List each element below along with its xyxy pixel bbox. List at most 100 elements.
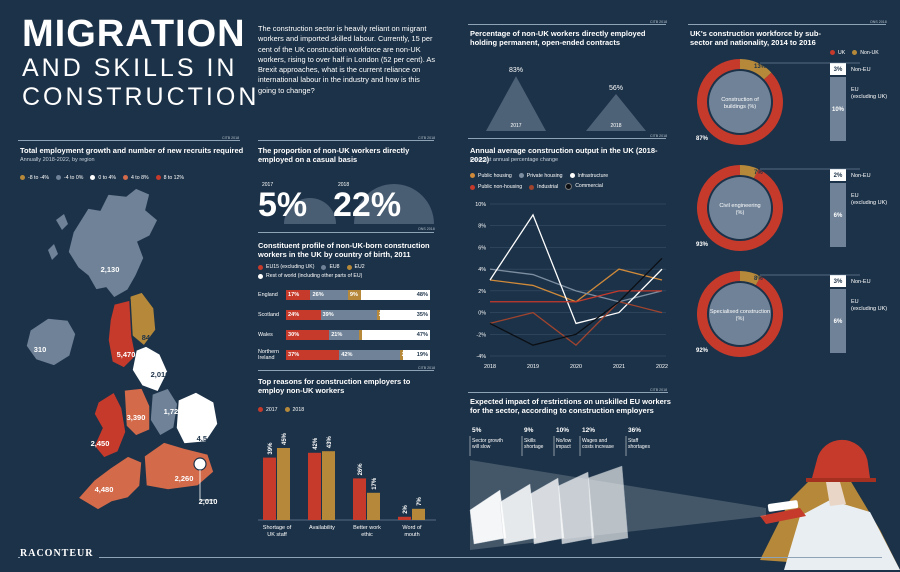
noneu-value: 3%: [834, 67, 843, 73]
map-legend-item: 4 to 8%: [122, 175, 149, 181]
reasons-label-2017: 42%: [313, 437, 319, 450]
reasons-bar-2018: [412, 508, 425, 520]
noneu-box: [830, 275, 846, 287]
region-south-east: [143, 441, 215, 491]
reasons-bar-2018: [367, 492, 380, 520]
map-region-value: 2,010: [151, 370, 170, 379]
output-xtick: 2022: [656, 364, 668, 370]
output-ytick: 2%: [478, 289, 486, 295]
impact-label: Sector growth: [472, 438, 503, 444]
donut-nonuk-slice: [740, 271, 761, 286]
reasons-category-label: Availability: [309, 525, 335, 531]
eu-label-sub: (excluding UK): [851, 306, 887, 312]
reasons-bar-2018: [277, 448, 290, 520]
reasons-source: CITB 2018: [418, 366, 436, 370]
impact-pct: 36%: [628, 427, 641, 434]
reasons-category-label: Shortage of: [263, 525, 292, 531]
workforce-legend-item: UK: [830, 50, 845, 56]
profile-legend-item: EU2: [346, 264, 365, 271]
output-title: Annual average construction output in th…: [470, 146, 658, 164]
permanent-year: 2017: [510, 123, 521, 129]
output-legend-item: Public housing: [470, 171, 512, 181]
donut-label: Civil engineering: [719, 203, 760, 209]
profile-segment: 21%: [329, 330, 360, 340]
map-region-value: 2,260: [175, 474, 194, 483]
impact-label: shortage: [524, 444, 544, 450]
profile-row: England 17% 26% 9% 48%: [258, 286, 436, 304]
region-west-midlands: [123, 387, 151, 437]
casual-source: ONS 2018: [418, 227, 435, 231]
output-subtitle: Forecast annual percentage change: [470, 157, 559, 163]
output-legend-item: Industrial: [529, 182, 558, 192]
output-ytick: 8%: [478, 224, 486, 230]
eu-label-sub: (excluding UK): [851, 94, 887, 100]
reasons-category-label: Better work: [353, 525, 381, 531]
profile-segment: 26%: [310, 290, 348, 300]
reasons-bar-2017: [263, 457, 276, 520]
noneu-label: Non-EU: [851, 279, 871, 285]
map-region-value: 840: [142, 333, 155, 342]
profile-segment: 39%: [320, 310, 377, 320]
output-series-line: [490, 290, 662, 303]
donut-label: Specialised construction: [710, 309, 770, 315]
permanent-value: 56%: [609, 85, 623, 92]
map-region-value: 1,720: [164, 407, 183, 416]
output-chart: 10% 8% 6% 4% 2% 0% -2% -4% 2018 2019 2020 2021 2022: [475, 202, 668, 370]
map-legend-item: -4 to 0%: [56, 175, 83, 181]
map-region-value: 3,390: [127, 413, 146, 422]
noneu-box: [830, 63, 846, 75]
output-xtick: 2020: [570, 364, 582, 370]
reasons-title: Top reasons for construction employers t…: [258, 377, 411, 395]
reasons-bar-2017: [308, 452, 321, 520]
donut-label: Construction of: [721, 97, 759, 103]
casual-chart: [284, 184, 434, 224]
eu-label-sub: (excluding UK): [851, 200, 887, 206]
donut-label: buildings (%): [724, 104, 756, 110]
impact-pct: 12%: [582, 427, 595, 434]
main-title: MIGRATION AND SKILLS IN CONSTRUCTION: [22, 14, 259, 112]
output-legend-item: Commercial: [565, 181, 603, 191]
permanent-source: CITB 2018: [650, 20, 668, 24]
impact-label: costs increase: [582, 444, 614, 450]
casual-mound-2017: [284, 198, 336, 224]
map-legend-item: 8 to 12%: [155, 175, 184, 181]
reasons-label-2017: 39%: [268, 442, 274, 455]
casual-source-top: CITB 2018: [418, 136, 436, 140]
casual-year-2017: 2017: [262, 182, 274, 188]
region-wales: [93, 390, 127, 459]
region-islands: [56, 214, 68, 230]
reasons-legend-item: 2017: [258, 407, 278, 413]
region-northern-ireland: [25, 317, 77, 367]
profile-row-label: Scotland: [258, 312, 279, 318]
profile-segment: 37%: [286, 350, 340, 360]
profile-segment: 35%: [379, 310, 430, 320]
profile-legend-item: EU8: [321, 264, 340, 271]
impact-fan-segment: [587, 465, 629, 545]
profile-title: Constituent profile of non-UK-born const…: [258, 241, 430, 259]
permanent-year: 2018: [610, 123, 621, 129]
profile-row-label: Wales: [258, 332, 273, 338]
reasons-category-label: mouth: [404, 532, 419, 538]
profile-row-label: Northern Ireland: [258, 349, 279, 361]
impact-label: Wages and: [582, 438, 607, 444]
permanent-peak: [586, 94, 646, 131]
profile-segment: 48%: [360, 290, 430, 300]
workforce-title: UK's construction workforce by sub-secto…: [690, 29, 821, 47]
donut-uk-value: 92%: [696, 348, 709, 354]
output-legend-item: Public non-housing: [470, 182, 522, 192]
reasons-label-2018: 17%: [372, 477, 378, 490]
impact-label: Staff: [628, 438, 639, 444]
reasons-bar-2017: [398, 516, 411, 520]
map-region-value: 5,470: [117, 350, 136, 359]
profile-segment: 19%: [402, 350, 430, 360]
title-line2: AND SKILLS IN: [22, 54, 238, 82]
worker-illustration: [760, 439, 900, 570]
casual-year-2018: 2018: [338, 182, 350, 188]
title-line3: CONSTRUCTION: [22, 83, 260, 111]
output-legend-item: Private housing: [518, 171, 563, 181]
reasons-label-2018: 43%: [327, 436, 333, 449]
output-ytick: 10%: [475, 202, 486, 208]
